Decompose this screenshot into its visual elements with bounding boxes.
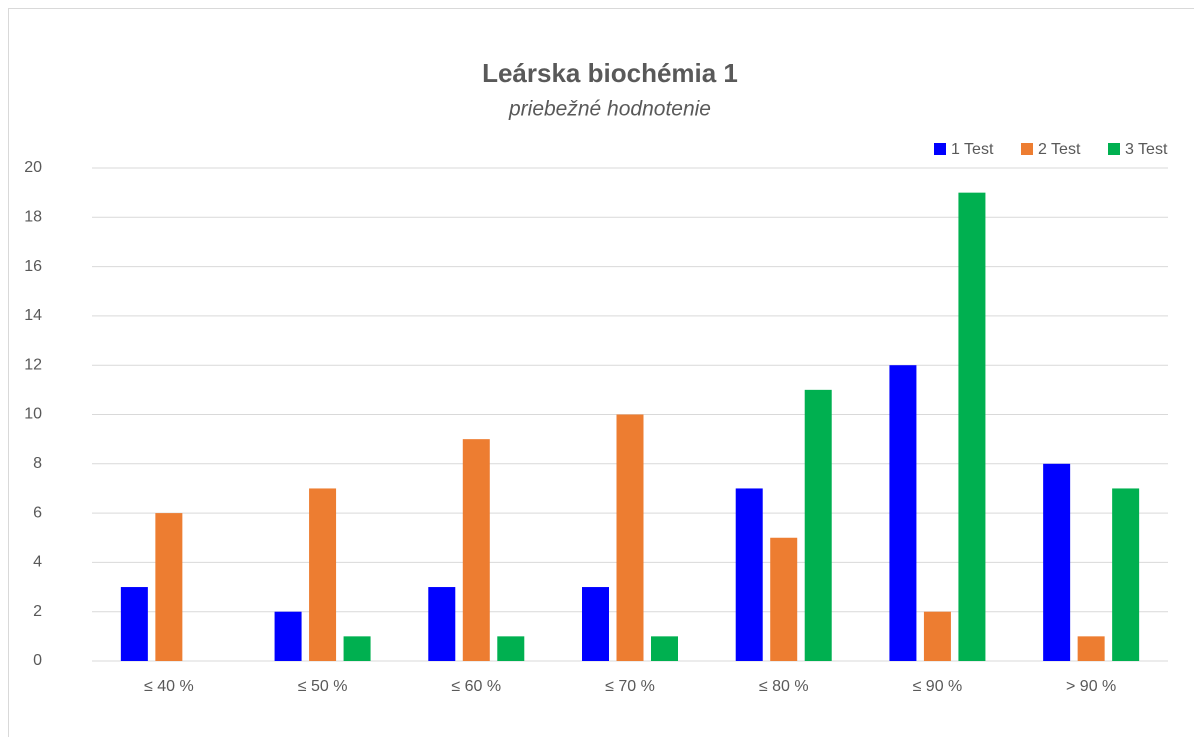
chart-subtitle: priebežné hodnotenie [508, 98, 711, 121]
bar [923, 611, 951, 661]
x-tick-label: ≤ 40 % [144, 678, 194, 695]
x-tick-label: > 90 % [1066, 678, 1116, 695]
bar [462, 439, 490, 661]
x-tick-label: ≤ 50 % [298, 678, 348, 695]
chart-title: Leárska biochémia 1 [482, 58, 738, 88]
legend-swatch [1108, 143, 1120, 155]
bar [616, 414, 644, 661]
bar [1043, 463, 1071, 661]
y-tick-label: 16 [24, 258, 42, 275]
legend-label: 1 Test [951, 141, 994, 158]
bar [497, 636, 525, 661]
bar [1112, 488, 1140, 661]
legend-swatch [1021, 143, 1033, 155]
y-tick-label: 0 [33, 652, 42, 669]
y-tick-label: 12 [24, 356, 42, 373]
x-tick-label: ≤ 70 % [605, 678, 655, 695]
bar [120, 587, 148, 661]
bar [155, 513, 183, 661]
bar [651, 636, 678, 661]
y-tick-label: 20 [24, 159, 42, 176]
x-tick-label: ≤ 90 % [913, 678, 963, 695]
bar [274, 611, 302, 661]
legend-label: 2 Test [1038, 141, 1081, 158]
bar [582, 587, 609, 661]
bar [343, 636, 371, 661]
y-tick-label: 2 [33, 603, 42, 620]
x-tick-label: ≤ 80 % [759, 678, 809, 695]
bar [1077, 636, 1105, 661]
legend-label: 3 Test [1125, 141, 1168, 158]
x-tick-label: ≤ 60 % [451, 678, 501, 695]
bar [958, 192, 986, 661]
bar [428, 587, 456, 661]
y-tick-label: 4 [33, 554, 42, 571]
y-tick-label: 18 [24, 209, 42, 226]
bar [889, 365, 917, 661]
y-tick-label: 6 [33, 504, 42, 521]
y-tick-label: 8 [33, 455, 42, 472]
bar [309, 488, 337, 661]
y-tick-label: 14 [24, 307, 42, 324]
bar [770, 537, 798, 661]
bar [735, 488, 763, 661]
y-tick-label: 10 [24, 406, 42, 423]
bar [804, 389, 832, 661]
legend-swatch [934, 143, 946, 155]
